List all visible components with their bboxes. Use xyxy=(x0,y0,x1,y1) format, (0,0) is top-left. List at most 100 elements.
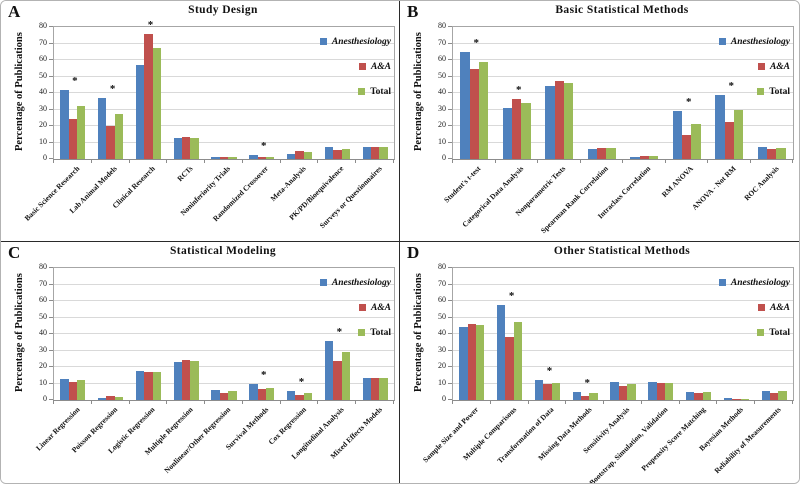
bar-anesthesiology xyxy=(98,97,107,159)
legend-label: Total xyxy=(370,327,391,338)
y-tick-mark xyxy=(49,125,53,126)
x-tick-mark xyxy=(393,400,394,404)
legend-label: Anesthesiology xyxy=(331,36,391,47)
gridline xyxy=(54,75,394,77)
x-category-label-text: Reliability of Measurements xyxy=(712,405,783,476)
y-tick-label: 10 xyxy=(39,136,47,146)
y-tick-mark xyxy=(49,283,53,285)
bar-anesthesiology xyxy=(135,371,145,400)
bar-a-a xyxy=(68,118,78,159)
gridline xyxy=(54,316,394,318)
significance-marker: * xyxy=(261,139,267,152)
y-tick-mark xyxy=(49,349,53,351)
panel-title: Statistical Modeling xyxy=(169,245,277,257)
bar-total xyxy=(152,371,162,400)
y-tick-mark xyxy=(448,108,452,110)
legend: Anesthesiology A&A Total xyxy=(319,29,391,104)
legend: Anesthesiology A&A Total xyxy=(319,270,391,345)
y-tick-label: 60 xyxy=(438,295,446,304)
bar-anesthesiology xyxy=(249,383,258,400)
bar-total xyxy=(513,322,523,400)
y-tick-mark xyxy=(448,158,452,159)
significance-marker: * xyxy=(508,290,515,303)
bar-a-a xyxy=(694,392,703,400)
y-tick-label: 50 xyxy=(39,70,47,80)
x-tick-mark xyxy=(242,400,243,404)
bar-anesthesiology xyxy=(60,379,69,400)
gridline xyxy=(54,141,394,143)
plot-area: * * * * Anesthesiology A&A Total xyxy=(53,20,395,160)
bar-total xyxy=(627,383,636,400)
bar-anesthesiology xyxy=(286,390,296,400)
legend-item: A&A xyxy=(719,54,790,79)
plot-area: * * * Anesthesiology A&A Total xyxy=(452,267,794,401)
y-axis-label: Percentage of Publications xyxy=(413,32,424,152)
y-axis-label: Percentage of Publications xyxy=(413,273,424,393)
bar-a-a xyxy=(68,381,78,400)
legend-label: Total xyxy=(370,86,391,97)
significance-marker: * xyxy=(336,325,343,338)
panel-study-design: A Study Design Percentage of Publication… xyxy=(1,1,400,242)
y-tick-mark xyxy=(448,300,452,301)
bar-total xyxy=(341,352,350,400)
bar-anesthesiology xyxy=(534,380,544,400)
y-tick-mark xyxy=(49,382,53,384)
x-category-label-text: Cox Regression xyxy=(266,405,308,447)
bar-anesthesiology xyxy=(757,147,768,159)
bar-total xyxy=(740,399,749,400)
y-tick-label: 40 xyxy=(438,328,446,337)
x-tick-mark xyxy=(707,159,708,163)
gridline xyxy=(453,333,793,334)
y-tick-mark xyxy=(49,141,53,143)
y-tick-label: 0 xyxy=(442,394,446,403)
bar-anesthesiology xyxy=(610,381,619,400)
gridline xyxy=(453,316,793,318)
y-tick-label: 0 xyxy=(43,153,47,162)
y-tick-mark xyxy=(448,42,452,44)
bar-total xyxy=(702,391,712,400)
bar-a-a xyxy=(512,98,522,159)
y-tick-label: 60 xyxy=(39,54,47,63)
bar-a-a xyxy=(467,324,477,400)
plot-area: * * * Anesthesiology A&A Total xyxy=(53,267,395,401)
legend-label: A&A xyxy=(370,61,391,72)
bar-total xyxy=(114,396,124,400)
x-tick-mark xyxy=(537,159,538,163)
gridline xyxy=(54,92,394,93)
bar-anesthesiology xyxy=(362,147,371,159)
panel-letter: D xyxy=(407,243,420,262)
legend-label: Total xyxy=(769,327,790,338)
bar-a-a xyxy=(182,359,191,400)
x-tick-mark xyxy=(129,400,130,404)
y-tick-mark xyxy=(49,26,53,27)
bar-anesthesiology xyxy=(135,64,145,159)
x-category-label-text: RCTs xyxy=(175,164,195,184)
x-tick-mark xyxy=(641,400,642,404)
y-tick-label: 10 xyxy=(438,377,446,387)
y-tick-label: 40 xyxy=(39,87,47,96)
y-tick-label: 50 xyxy=(438,311,446,321)
x-tick-mark xyxy=(716,400,717,404)
bar-total xyxy=(303,392,313,400)
legend-item: A&A xyxy=(320,295,391,320)
y-axis-label: Percentage of Publications xyxy=(14,273,25,393)
x-tick-mark xyxy=(452,400,453,404)
y-tick-label: 50 xyxy=(39,311,47,321)
legend-swatch xyxy=(358,63,366,70)
gridline xyxy=(54,382,394,384)
legend-label: A&A xyxy=(769,302,790,313)
y-tick-label: 30 xyxy=(438,103,446,113)
bar-a-a xyxy=(724,121,734,159)
bar-total xyxy=(606,148,616,159)
x-tick-mark xyxy=(490,400,491,404)
x-tick-mark xyxy=(317,159,318,163)
x-category-label-text: Propensity Score Matching xyxy=(639,405,707,473)
x-tick-mark xyxy=(280,400,281,404)
gridline xyxy=(453,366,793,367)
y-tick-mark xyxy=(49,59,53,60)
bar-anesthesiology xyxy=(211,390,220,400)
panel-other-statistical-methods: D Other Statistical Methods Percentage o… xyxy=(400,242,799,483)
significance-marker: * xyxy=(147,19,154,32)
bar-anesthesiology xyxy=(685,391,695,400)
legend-label: Anesthesiology xyxy=(730,277,790,288)
